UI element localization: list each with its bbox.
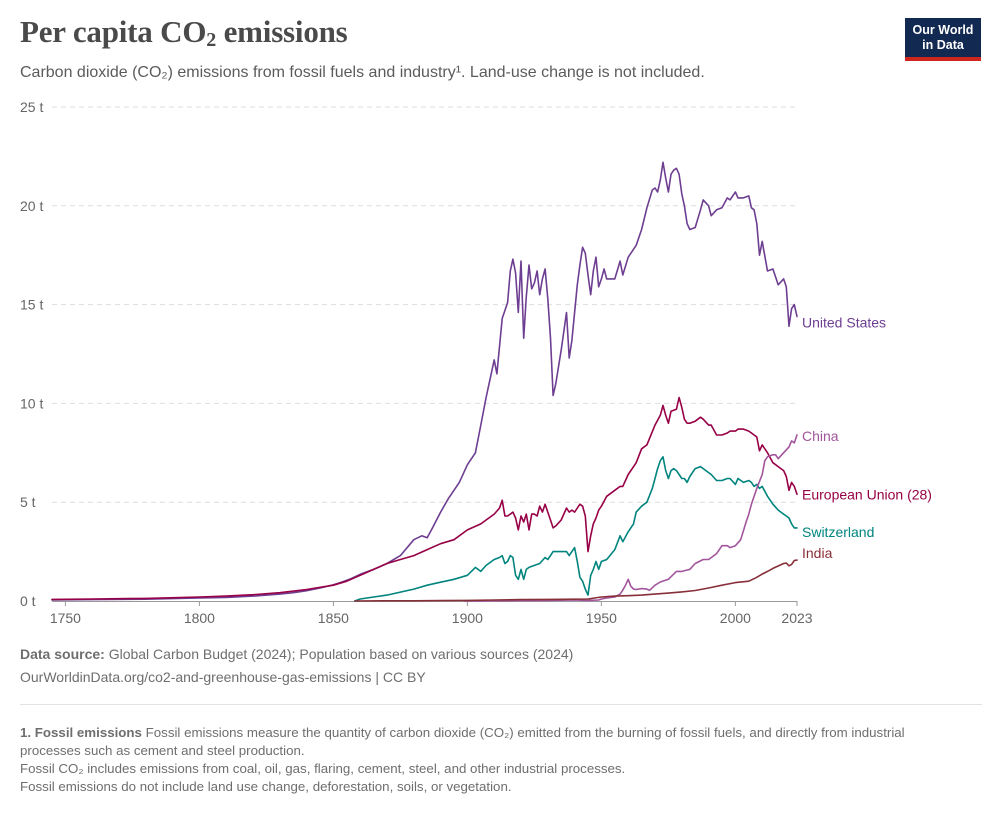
y-tick-label-5: 5 t xyxy=(20,494,36,510)
y-tick-label-15: 15 t xyxy=(20,297,43,313)
logo-line-2: in Data xyxy=(922,38,964,52)
footnote-text-1: Fossil emissions measure the quantity of… xyxy=(20,725,905,758)
data-source-label: Data source: xyxy=(20,646,105,662)
data-source-text[interactable]: Global Carbon Budget (2024); Population … xyxy=(104,646,574,662)
label-united-states[interactable]: United States xyxy=(802,315,886,331)
x-tick-label-1900: 1900 xyxy=(452,610,483,626)
footnote-label: 1. Fossil emissions xyxy=(20,725,142,740)
x-tick-label-1950: 1950 xyxy=(586,610,617,626)
grid-lines xyxy=(52,106,797,503)
label-switzerland[interactable]: Switzerland xyxy=(802,524,874,540)
title-end: emissions xyxy=(216,14,348,49)
chart-subtitle: Carbon dioxide (CO₂) emissions from foss… xyxy=(20,64,705,81)
y-tick-label-10: 10 t xyxy=(20,395,43,411)
series-lines xyxy=(51,161,798,602)
x-tick-label-1800: 1800 xyxy=(184,610,215,626)
y-tick-label-25: 25 t xyxy=(20,99,43,115)
source-url[interactable]: OurWorldinData.org/co2-and-greenhouse-ga… xyxy=(20,669,426,685)
series-line-united-states[interactable] xyxy=(51,161,798,601)
x-axis: 1750 1800 1850 1900 1950 2000 2023 xyxy=(50,601,813,626)
y-tick-label-20: 20 t xyxy=(20,198,43,214)
footer-divider xyxy=(20,704,982,705)
owid-logo[interactable]: Our World in Data xyxy=(905,18,981,61)
label-china[interactable]: China xyxy=(802,428,839,444)
y-axis-ticks: 0 t 5 t 10 t 15 t 20 t 25 t xyxy=(20,99,43,609)
label-india[interactable]: India xyxy=(802,545,833,561)
footnote-2: Fossil CO₂ includes emissions from coal,… xyxy=(20,761,626,776)
footnote-1: 1. Fossil emissions Fossil emissions mea… xyxy=(20,724,920,760)
line-chart: 0 t5 t10 t15 t20 t25 t 1750 1800 1850 1900 1… xyxy=(20,99,932,626)
label-european-union[interactable]: European Union (28) xyxy=(802,486,932,502)
x-tick-label-1750: 1750 xyxy=(50,610,81,626)
x-tick-label-1850: 1850 xyxy=(318,610,349,626)
series-line-china[interactable] xyxy=(463,434,798,602)
title-main: Per capita CO xyxy=(20,14,207,49)
data-source: Data source: Global Carbon Budget (2024)… xyxy=(20,646,573,662)
chart-title: Per capita CO2 emissions xyxy=(20,14,348,52)
footnote-3: Fossil emissions do not include land use… xyxy=(20,779,512,794)
x-tick-label-2000: 2000 xyxy=(720,610,751,626)
series-line-european-union-28[interactable] xyxy=(51,396,798,601)
y-tick-label-0: 0 t xyxy=(20,593,36,609)
series-line-switzerland[interactable] xyxy=(353,455,798,602)
series-line-india[interactable] xyxy=(353,559,798,602)
x-tick-label-2023: 2023 xyxy=(781,610,812,626)
series-labels: United States China European Union (28) … xyxy=(802,315,932,562)
logo-line-1: Our World xyxy=(912,23,974,37)
title-subscript: 2 xyxy=(206,29,217,51)
